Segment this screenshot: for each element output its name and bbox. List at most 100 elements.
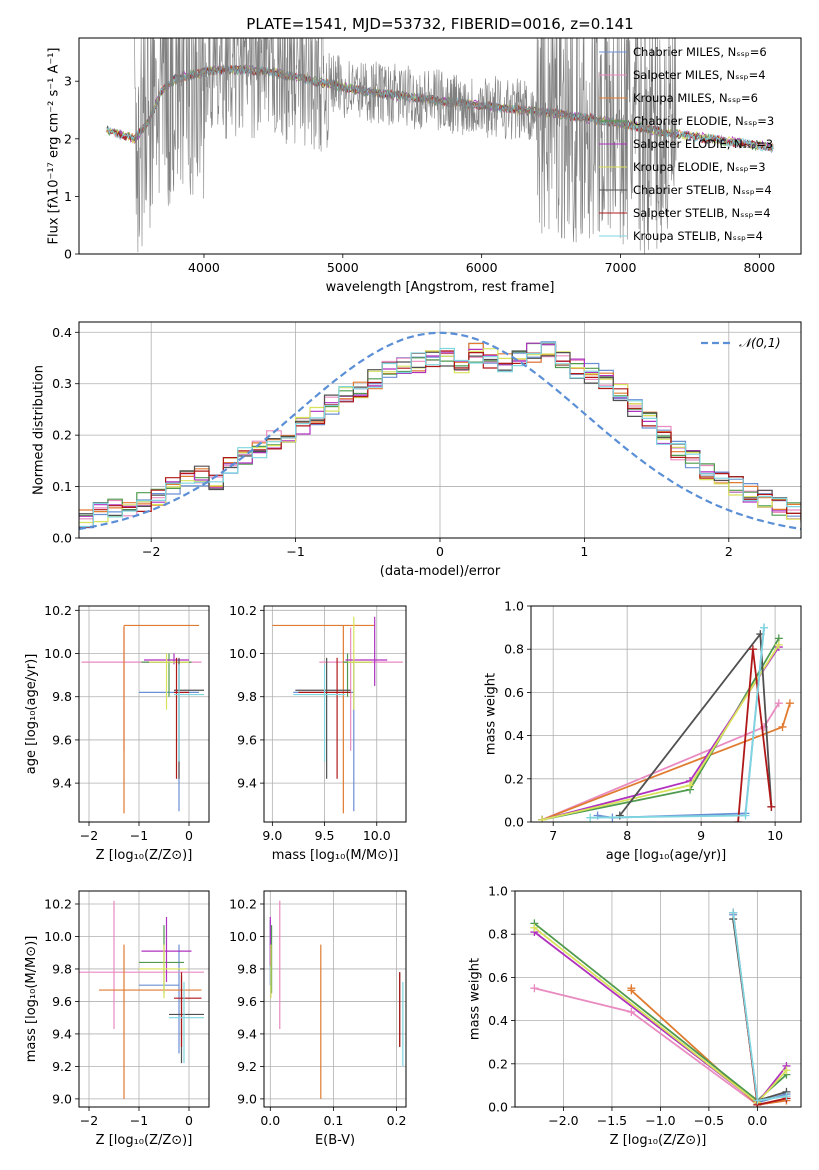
residual-histogram-step [79, 342, 801, 520]
x-tick-label: 0.0 [747, 1113, 767, 1128]
x-tick-label: −2 [80, 1113, 98, 1128]
x-axis-label: Z [log₁₀(Z/Z⊙)] [610, 1133, 707, 1148]
x-tick-label: 0 [185, 1113, 193, 1128]
weight-vs-Z-panel: −2.0 −1.5 −1.0 −0.5 0.0 0.0 0.2 0.4 0.6 0.8 1.0 Z [… [468, 884, 802, 1148]
spectrum-plot-area [106, 38, 774, 254]
y-tick-label: 10.2 [229, 896, 257, 911]
y-tick-label: 9.0 [237, 1091, 257, 1106]
x-axis-label: E(B-V) [315, 1133, 355, 1148]
y-tick-label: 10.0 [229, 929, 257, 944]
y-tick-label: 10.2 [229, 603, 257, 618]
y-tick-label: 9.4 [237, 1026, 257, 1041]
axes-frame [530, 605, 802, 823]
axes-frame [78, 605, 210, 823]
y-tick-label: 0.3 [52, 376, 72, 391]
legend-entry: Kroupa ELODIE, Nₛₛₚ=3 [633, 160, 766, 174]
y-tick-label: 0.8 [504, 642, 524, 657]
axes-frame [78, 37, 802, 255]
y-tick-label: 0.2 [504, 771, 524, 786]
y-tick-label: 0.6 [488, 970, 508, 985]
y-tick-label: 9.8 [52, 689, 72, 704]
x-tick-label: 9.5 [315, 828, 335, 843]
weight-point-marker [729, 908, 738, 917]
mass-vs-Z-plot-area [79, 900, 204, 1099]
x-tick-label: 1 [580, 544, 588, 559]
residuals-plot-area [79, 331, 801, 531]
x-tick-label: 0.1 [323, 1113, 343, 1128]
residuals-panel: −2 −1 0 1 2 0.0 0.1 0.2 0.3 0.4 (data-model)/error… [32, 321, 802, 579]
normal-curve [79, 331, 801, 531]
legend-entry: Chabrier STELIB, Nₛₛₚ=4 [633, 183, 772, 197]
x-tick-label: 0.2 [387, 1113, 407, 1128]
y-axis-label: mass [log₁₀(M/M⊙)] [24, 936, 39, 1063]
weight-series-line [541, 644, 780, 821]
residual-histogram-step [79, 342, 801, 516]
residual-histogram-step [79, 350, 801, 523]
weight-point-marker [748, 645, 757, 654]
residual-histogram-step [79, 348, 801, 524]
y-tick-label: 0.1 [52, 479, 72, 494]
y-tick-label: 3 [64, 74, 72, 89]
x-tick-label: 7000 [605, 260, 637, 275]
y-tick-label: 2 [64, 131, 72, 146]
y-tick-label: 0.4 [52, 325, 72, 340]
residuals-legend: 𝒩(0,1) [701, 335, 781, 350]
y-tick-label: 9.4 [52, 776, 72, 791]
x-tick-label: −1.5 [597, 1113, 627, 1128]
x-tick-label: 10.0 [363, 828, 391, 843]
legend-entry: 𝒩(0,1) [739, 335, 781, 350]
y-axis-label: Normed distribution [32, 365, 47, 495]
legend-entry: Kroupa STELIB, Nₛₛₚ=4 [633, 229, 763, 243]
x-tick-label: 2 [725, 544, 733, 559]
x-axis-label: Z [log₁₀(Z/Z⊙)] [96, 1133, 193, 1148]
residual-histogram-step [79, 342, 801, 528]
x-tick-label: −0.5 [694, 1113, 724, 1128]
weight-point-marker [774, 640, 783, 649]
y-tick-label: 10.0 [229, 646, 257, 661]
y-tick-label: 1 [64, 189, 72, 204]
x-tick-label: 0.0 [260, 1113, 280, 1128]
x-tick-label: −2 [142, 544, 160, 559]
weight-point-marker [785, 699, 794, 708]
x-tick-label: −1.0 [645, 1113, 675, 1128]
y-tick-label: 9.4 [237, 776, 257, 791]
age-vs-Z-panel: −2 −1 0 9.4 9.6 9.8 10.0 10.2 Z [log₁₀(Z/Z⊙)] age… [24, 603, 210, 863]
weight-point-marker [530, 923, 539, 932]
y-tick-label: 9.6 [237, 994, 257, 1009]
y-tick-label: 9.8 [237, 689, 257, 704]
legend-entry: Salpeter STELIB, Nₛₛₚ=4 [633, 206, 771, 220]
weight-series-line [541, 646, 780, 821]
axes-frame [514, 890, 802, 1108]
axes-frame [78, 890, 210, 1108]
weight-point-marker [538, 815, 547, 822]
y-tick-label: 9.8 [52, 961, 72, 976]
weight-point-marker [615, 811, 624, 820]
y-tick-label: 9.6 [52, 732, 72, 747]
weight-vs-Z-plot-area [530, 908, 791, 1107]
y-tick-label: 1.0 [488, 884, 508, 899]
x-axis-label: wavelength [Angstrom, rest frame] [326, 280, 555, 295]
y-axis-label: Flux [fλ10⁻¹⁷ erg cm⁻² s⁻¹ A⁻¹] [47, 48, 62, 245]
x-tick-label: 5000 [327, 260, 359, 275]
legend-entry: Kroupa MILES, Nₛₛₚ=6 [633, 91, 758, 105]
spectrum-panel: 4000 5000 6000 7000 8000 0 1 2 3 wavelength [Angs… [47, 37, 802, 295]
mass-vs-Z-panel: −2 −1 0 9.0 9.2 9.4 9.6 9.8 10.0 10.2 Z [log₁₀(Z/Z… [24, 890, 210, 1148]
y-tick-label: 9.6 [237, 732, 257, 747]
weight-point-marker [686, 781, 695, 790]
x-axis-label: Z [log₁₀(Z/Z⊙)] [96, 848, 193, 863]
weight-series-line [541, 702, 791, 821]
y-tick-label: 9.8 [237, 961, 257, 976]
x-axis-label: (data-model)/error [380, 564, 501, 579]
legend-entry: Chabrier MILES, Nₛₛₚ=6 [633, 45, 767, 59]
figure-title: PLATE=1541, MJD=53732, FIBERID=0016, z=0… [246, 15, 633, 33]
y-tick-label: 0.0 [52, 531, 72, 546]
x-tick-label: −2 [80, 828, 98, 843]
weight-point-marker [778, 722, 787, 731]
y-tick-label: 9.0 [52, 1091, 72, 1106]
weight-point-marker [753, 1096, 762, 1105]
age-vs-mass-panel: 9.0 9.5 10.0 9.4 9.6 9.8 10.0 10.2 mass [log₁₀(M… [229, 603, 407, 863]
x-axis-label: age [log₁₀(age/yr)] [606, 848, 727, 863]
x-tick-label: −1 [286, 544, 304, 559]
y-tick-label: 9.4 [52, 1026, 72, 1041]
mass-vs-ebv-plot-area [269, 900, 404, 1099]
